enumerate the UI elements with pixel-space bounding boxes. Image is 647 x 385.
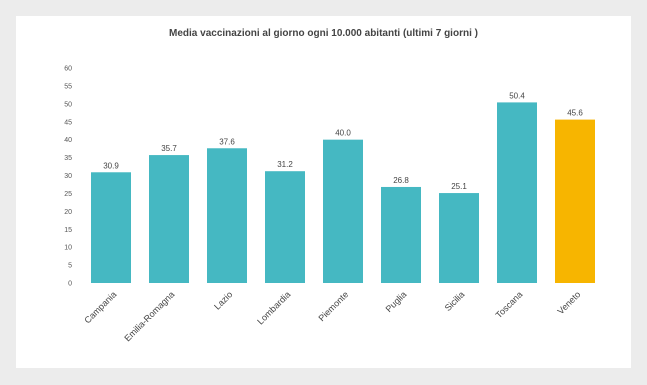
bar-sicilia bbox=[439, 193, 479, 283]
y-tick-label: 60 bbox=[64, 66, 72, 73]
bar-chart: 0 5 10 15 20 25 30 35 40 45 50 55 60 30.9 Campania 35.7… bbox=[64, 66, 595, 343]
y-tick-label: 20 bbox=[64, 209, 72, 216]
y-tick-label: 0 bbox=[68, 281, 72, 288]
data-label: 26.8 bbox=[393, 176, 409, 185]
data-label: 25.1 bbox=[451, 182, 467, 191]
x-tick-label: Puglia bbox=[384, 289, 409, 314]
x-tick-label: Lazio bbox=[212, 289, 234, 311]
y-tick-label: 15 bbox=[64, 227, 72, 234]
y-tick-label: 10 bbox=[64, 245, 72, 252]
y-tick-label: 25 bbox=[64, 191, 72, 198]
x-tick-label: Toscana bbox=[494, 289, 525, 320]
x-tick-label: Veneto bbox=[556, 289, 583, 316]
data-label: 37.6 bbox=[219, 137, 235, 146]
bar-toscana bbox=[497, 102, 537, 284]
y-tick-label: 5 bbox=[68, 263, 72, 270]
bar-veneto bbox=[555, 119, 595, 283]
x-tick-label: Emilia-Romagna bbox=[122, 289, 176, 343]
y-tick-label: 50 bbox=[64, 101, 72, 108]
data-label: 50.4 bbox=[509, 91, 525, 100]
bar-lombardia bbox=[265, 171, 305, 283]
data-label: 40.0 bbox=[335, 129, 351, 138]
y-tick-label: 45 bbox=[64, 119, 72, 126]
y-tick-label: 30 bbox=[64, 173, 72, 180]
data-label: 30.9 bbox=[103, 161, 119, 170]
data-label: 35.7 bbox=[161, 144, 177, 153]
y-tick-label: 55 bbox=[64, 83, 72, 90]
bar-campania bbox=[91, 172, 131, 283]
x-tick-label: Campania bbox=[82, 289, 118, 325]
data-label: 45.6 bbox=[567, 109, 583, 118]
data-label: 31.2 bbox=[277, 160, 293, 169]
y-tick-label: 40 bbox=[64, 137, 72, 144]
bar-puglia bbox=[381, 186, 421, 283]
y-tick-label: 35 bbox=[64, 155, 72, 162]
bar-piemonte bbox=[323, 139, 363, 283]
x-tick-label: Lombardia bbox=[255, 289, 292, 326]
x-tick-label: Piemonte bbox=[316, 289, 350, 323]
x-tick-label: Sicilia bbox=[443, 289, 467, 313]
chart-card: Media vaccinazioni al giorno ogni 10.000… bbox=[16, 16, 631, 368]
bar-emilia-romagna bbox=[149, 155, 189, 283]
bar-lazio bbox=[207, 148, 247, 283]
chart-title: Media vaccinazioni al giorno ogni 10.000… bbox=[169, 28, 478, 39]
